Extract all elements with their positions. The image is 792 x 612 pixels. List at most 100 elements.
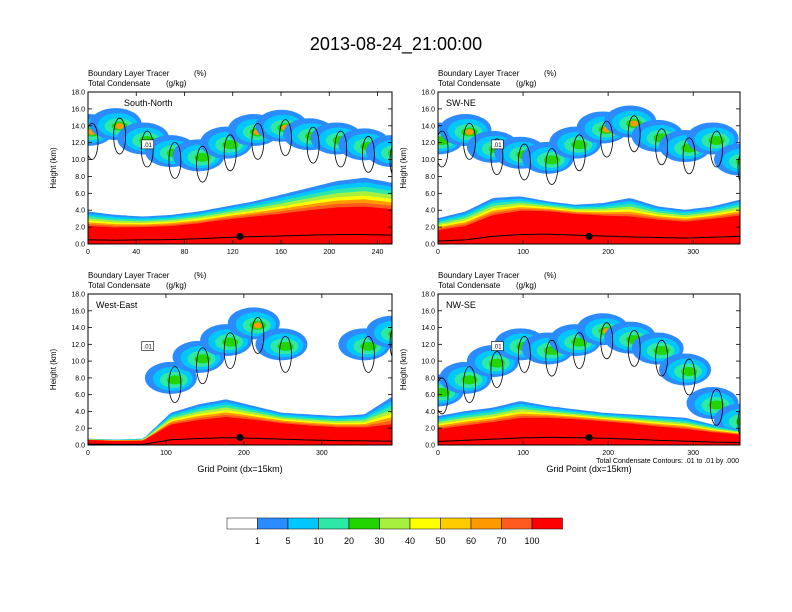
x-tick-label: 300 <box>687 249 699 256</box>
var2-name: Total Condensate <box>438 281 501 290</box>
condensate-contour <box>223 332 237 370</box>
condensate-contour <box>463 366 476 404</box>
panel-frame <box>437 293 741 446</box>
colorbar-label: 20 <box>344 536 354 546</box>
y-tick-label: 6.0 <box>425 191 435 198</box>
condensate-contour <box>517 143 531 181</box>
x-tick-label: 100 <box>160 450 172 457</box>
var1-name: Boundary Layer Tracer <box>88 69 170 78</box>
x-tick-label: 0 <box>86 249 90 256</box>
condensate-contour <box>389 328 392 358</box>
y-tick-label: 0.0 <box>425 443 435 450</box>
condensate-contour <box>627 329 641 367</box>
panel-frame <box>87 91 393 245</box>
condensate-contour <box>306 126 320 164</box>
x-tick-label: 0 <box>436 249 440 256</box>
var1-name: Boundary Layer Tracer <box>438 271 520 280</box>
y-tick-label: 18.0 <box>71 292 85 299</box>
condensate-contour <box>710 388 723 426</box>
contour-label: .01 <box>141 139 155 150</box>
cloud-peak <box>115 123 124 130</box>
x-tick-label: 240 <box>372 249 384 256</box>
panel-fill <box>438 105 740 244</box>
condensate-contour <box>490 138 504 176</box>
y-tick-label: 4.0 <box>425 208 435 215</box>
x-tick-label: 120 <box>227 249 239 256</box>
y-tick-label: 10.0 <box>71 157 85 164</box>
y-tick-label: 4.0 <box>425 409 435 416</box>
colorbar-label: 50 <box>435 536 445 546</box>
cloud-core <box>708 400 725 410</box>
site-marker <box>236 433 244 441</box>
var1-units: (%) <box>194 271 207 280</box>
colorbar-label: 30 <box>374 536 384 546</box>
y-tick-label: 14.0 <box>71 325 85 332</box>
x-tick-label: 40 <box>132 249 140 256</box>
panel-nw-se: .01 0.0 2.0 4.0 6.0 8.0 10.0 12.0 14.0 16.0 18.0 0 1… <box>399 271 741 474</box>
y-tick-label: 2.0 <box>425 225 435 232</box>
condensate-contour <box>655 339 669 377</box>
condensate-contour <box>463 122 476 160</box>
x-tick-label: 100 <box>517 450 529 457</box>
contour-label-text: .01 <box>144 345 153 351</box>
var1-name: Boundary Layer Tracer <box>438 69 520 78</box>
condensate-contour <box>334 130 348 168</box>
var2-units: (g/kg) <box>166 79 187 88</box>
condensate-contour <box>600 120 614 158</box>
colorbar-label: 60 <box>466 536 476 546</box>
panel-frame <box>87 293 393 446</box>
colorbar-swatch <box>501 517 533 530</box>
y-tick-label: 14.0 <box>421 123 435 130</box>
colorbar-label: 40 <box>405 536 415 546</box>
cloud-peak <box>392 331 400 337</box>
y-tick-label: 12.0 <box>421 140 435 147</box>
cloud-ring <box>374 320 392 345</box>
condensate-contour <box>168 366 182 404</box>
y-tick-label: 8.0 <box>75 174 85 181</box>
x-tick-label: 0 <box>86 450 90 457</box>
cloud-core <box>681 367 698 376</box>
cloud-core <box>360 341 377 351</box>
var2-units: (g/kg) <box>516 79 537 88</box>
y-tick-label: 4.0 <box>75 208 85 215</box>
y-tick-label: 16.0 <box>421 308 435 315</box>
condensate-contour <box>572 134 586 172</box>
colorbar-label: 10 <box>313 536 323 546</box>
cloud-core <box>571 140 588 150</box>
contour-label-box <box>141 139 155 150</box>
condensate-contour <box>251 122 265 160</box>
cloud-core <box>166 375 183 385</box>
condensate-contour <box>361 135 375 173</box>
panels-group: .01 0.0 2.0 4.0 6.0 8.0 10.0 12.0 14.0 16.0 18.0 0 4… <box>49 69 741 474</box>
y-tick-label: 12.0 <box>421 342 435 349</box>
colorbar-swatch <box>257 517 289 530</box>
condensate-contour <box>517 335 531 373</box>
y-tick-label: 2.0 <box>75 225 85 232</box>
panel-name: West-East <box>96 300 138 310</box>
var1-units: (%) <box>194 69 207 78</box>
colorbar-label: 70 <box>496 536 506 546</box>
y-axis-title: Height (km) <box>49 348 58 390</box>
panel-name: NW-SE <box>446 300 476 310</box>
cloud-mid <box>729 153 740 170</box>
colorbar-label: 100 <box>524 536 539 546</box>
colorbar-swatch <box>531 517 563 530</box>
y-tick-label: 0.0 <box>75 443 85 450</box>
panel-name: South-North <box>124 98 173 108</box>
cloud-core <box>222 140 239 150</box>
y-tick-label: 0.0 <box>75 242 85 249</box>
cloud-core <box>194 354 211 364</box>
condensate-contour <box>737 407 740 437</box>
y-tick-label: 16.0 <box>421 106 435 113</box>
y-tick-label: 16.0 <box>71 106 85 113</box>
contour-label-box <box>491 139 504 150</box>
x-tick-label: 200 <box>238 450 250 457</box>
y-tick-label: 16.0 <box>71 308 85 315</box>
y-tick-label: 8.0 <box>425 174 435 181</box>
condensate-contour <box>682 358 696 396</box>
y-tick-label: 10.0 <box>421 157 435 164</box>
condensate-contour <box>710 130 723 168</box>
colorbar-swatch <box>409 517 441 530</box>
panel-south-north: .01 0.0 2.0 4.0 6.0 8.0 10.0 12.0 14.0 16.0 18.0 0 4… <box>49 69 393 256</box>
